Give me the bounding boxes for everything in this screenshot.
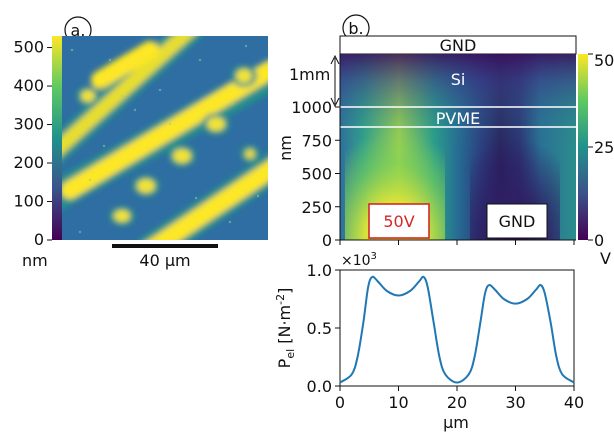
pressure-series-line <box>339 275 575 384</box>
voltage-electrode-label: 50V <box>383 212 414 231</box>
colorbar-tick-label: 0 <box>594 231 604 250</box>
x-tick-label: 40 <box>564 393 584 412</box>
potential-colorbar <box>578 54 588 240</box>
height-colorbar <box>52 36 62 240</box>
panel-label-text: b. <box>348 19 363 38</box>
height-unit-label: nm <box>22 251 48 270</box>
x-tick-label: 0 <box>335 393 345 412</box>
x-tick-label: 10 <box>388 393 408 412</box>
y-tick-label: 0.0 <box>307 377 332 396</box>
pressure-plot-axes: 0 10 20 30 40 0.0 0.5 1.0 <box>307 261 585 412</box>
pressure-y-label: Pel [N·m-2] <box>274 288 297 369</box>
afm-height-map <box>62 36 268 240</box>
colorbar-tick-label: 0 <box>34 230 44 249</box>
voltage-electrode <box>368 203 430 239</box>
panel-b-y-ticks: 1000 750 500 250 0 <box>291 98 340 250</box>
pressure-x-label: µm <box>443 413 469 432</box>
scale-bar-label: 40 µm <box>139 251 190 270</box>
y-tick-label: 1000 <box>291 98 332 117</box>
y-tick-label: 0.5 <box>307 319 332 338</box>
potential-colorbar-ticks: 50 25 0 <box>588 51 614 250</box>
y-tick-label: 500 <box>301 165 332 184</box>
x-tick-label: 30 <box>505 393 525 412</box>
panel-c: 0 10 20 30 40 0.0 0.5 1.0 ×103 Pel [N·m-2] µm <box>274 251 584 432</box>
colorbar-tick-label: 25 <box>594 138 614 157</box>
si-layer-label: Si <box>451 70 466 89</box>
y-tick-label: 250 <box>301 198 332 217</box>
panel-b-label: b. <box>342 14 370 42</box>
panel-b-y-unit: nm <box>276 135 295 161</box>
y-tick-label: 1.0 <box>307 261 332 280</box>
height-colorbar-ticks: 500 400 300 200 100 0 <box>13 38 52 249</box>
top-gnd-label: GND <box>440 36 477 55</box>
colorbar-tick-label: 200 <box>13 153 44 172</box>
panel-b-x-ticks <box>339 240 575 245</box>
potential-unit-label: V <box>600 249 611 268</box>
pvme-layer-label: PVME <box>436 109 481 128</box>
colorbar-tick-label: 50 <box>594 51 614 70</box>
mm-scale-label: 1mm <box>289 65 330 84</box>
ground-electrode <box>486 203 548 239</box>
pressure-line-layer <box>339 275 575 384</box>
colorbar-tick-label: 300 <box>13 115 44 134</box>
colorbar-tick-label: 400 <box>13 76 44 95</box>
x-tick-label: 20 <box>447 393 467 412</box>
panel-a: a. 500 400 300 200 100 0 nm <box>13 16 268 270</box>
ground-electrode-label: GND <box>499 212 536 231</box>
scale-bar <box>112 244 218 248</box>
mm-scale-arrow <box>330 54 340 108</box>
y-multiplier: ×103 <box>341 251 377 269</box>
panel-label-text: a. <box>71 21 86 40</box>
y-tick-label: 0 <box>322 231 332 250</box>
colorbar-tick-label: 100 <box>13 192 44 211</box>
y-tick-label: 750 <box>301 131 332 150</box>
colorbar-tick-label: 500 <box>13 38 44 57</box>
